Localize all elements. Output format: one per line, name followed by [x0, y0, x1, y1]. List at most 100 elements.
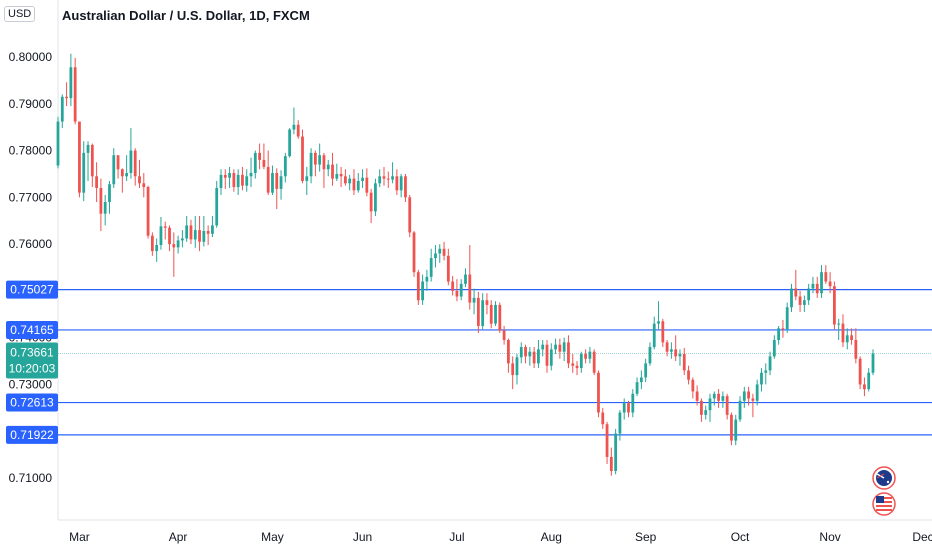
- candle[interactable]: [369, 188, 373, 224]
- candle[interactable]: [670, 342, 673, 359]
- candle[interactable]: [511, 356, 515, 390]
- candle[interactable]: [429, 248, 433, 282]
- candle[interactable]: [451, 275, 455, 296]
- candle[interactable]: [309, 148, 313, 184]
- candle[interactable]: [708, 393, 712, 422]
- candle[interactable]: [138, 159, 141, 188]
- candle[interactable]: [824, 265, 828, 284]
- candle[interactable]: [678, 349, 682, 366]
- candle[interactable]: [331, 152, 334, 186]
- candle[interactable]: [181, 230, 184, 248]
- candle[interactable]: [837, 318, 841, 341]
- candle[interactable]: [232, 169, 236, 192]
- candle[interactable]: [541, 340, 545, 357]
- candle[interactable]: [116, 155, 120, 179]
- candle[interactable]: [833, 281, 836, 330]
- candle[interactable]: [365, 168, 369, 197]
- candle[interactable]: [845, 328, 849, 350]
- candle[interactable]: [219, 169, 223, 195]
- candle[interactable]: [721, 391, 725, 408]
- candle[interactable]: [597, 370, 600, 418]
- candle[interactable]: [695, 385, 699, 406]
- candle[interactable]: [86, 141, 90, 181]
- candle[interactable]: [828, 272, 832, 294]
- candle[interactable]: [339, 166, 343, 188]
- candle[interactable]: [301, 129, 304, 184]
- candle[interactable]: [60, 94, 64, 129]
- candle[interactable]: [211, 216, 214, 238]
- candle[interactable]: [163, 221, 167, 240]
- candle[interactable]: [532, 347, 536, 369]
- candle[interactable]: [554, 338, 557, 355]
- candle[interactable]: [249, 157, 253, 188]
- candle[interactable]: [579, 351, 583, 373]
- candle[interactable]: [193, 216, 197, 248]
- candle[interactable]: [755, 379, 759, 406]
- candle[interactable]: [863, 377, 866, 397]
- candle[interactable]: [120, 168, 124, 193]
- candle[interactable]: [262, 143, 266, 170]
- candle[interactable]: [125, 155, 129, 181]
- candle[interactable]: [704, 405, 708, 420]
- candle[interactable]: [386, 171, 390, 188]
- candle[interactable]: [558, 338, 562, 359]
- candle[interactable]: [378, 169, 382, 188]
- candle[interactable]: [356, 173, 360, 193]
- candle[interactable]: [549, 343, 553, 371]
- candle[interactable]: [764, 363, 768, 385]
- candle[interactable]: [382, 166, 386, 186]
- candle[interactable]: [751, 393, 755, 418]
- level-price-badge[interactable]: 0.75027: [6, 280, 58, 299]
- candle[interactable]: [416, 269, 420, 305]
- candle[interactable]: [794, 269, 798, 301]
- candle[interactable]: [283, 152, 287, 183]
- candle[interactable]: [571, 354, 575, 373]
- candle[interactable]: [253, 150, 257, 179]
- candle[interactable]: [691, 377, 695, 399]
- candle[interactable]: [867, 368, 871, 392]
- level-price-badge[interactable]: 0.71922: [6, 425, 58, 444]
- candle[interactable]: [498, 302, 502, 333]
- candle[interactable]: [108, 180, 111, 214]
- candle[interactable]: [313, 150, 317, 177]
- candle[interactable]: [657, 301, 660, 330]
- candle[interactable]: [485, 293, 489, 315]
- candle[interactable]: [275, 168, 279, 210]
- candle[interactable]: [228, 166, 231, 188]
- candle[interactable]: [90, 143, 94, 188]
- candle[interactable]: [502, 325, 506, 345]
- candle[interactable]: [69, 53, 73, 107]
- candle[interactable]: [635, 377, 639, 397]
- candle[interactable]: [176, 235, 180, 254]
- usa-flag-icon[interactable]: [872, 492, 896, 516]
- candle[interactable]: [592, 349, 596, 376]
- candle[interactable]: [438, 244, 442, 263]
- candle[interactable]: [601, 407, 605, 429]
- candle[interactable]: [854, 328, 858, 364]
- candle[interactable]: [790, 283, 793, 312]
- candle[interactable]: [322, 152, 326, 188]
- candle[interactable]: [841, 314, 845, 348]
- currency-label[interactable]: USD: [4, 6, 36, 22]
- candle[interactable]: [206, 225, 210, 246]
- candle[interactable]: [296, 120, 300, 139]
- candle[interactable]: [742, 386, 746, 408]
- candle[interactable]: [73, 57, 77, 125]
- candle[interactable]: [785, 302, 789, 333]
- australia-flag-icon[interactable]: [872, 466, 896, 490]
- candle[interactable]: [622, 398, 626, 420]
- candle[interactable]: [537, 340, 540, 369]
- candle[interactable]: [528, 347, 532, 366]
- candle[interactable]: [146, 185, 150, 239]
- candle[interactable]: [241, 166, 244, 191]
- candle[interactable]: [442, 241, 446, 261]
- candle[interactable]: [661, 318, 665, 348]
- candle[interactable]: [700, 398, 703, 422]
- candle[interactable]: [404, 173, 407, 203]
- candle[interactable]: [614, 428, 618, 475]
- candle[interactable]: [858, 356, 862, 390]
- candle[interactable]: [223, 169, 227, 189]
- candle[interactable]: [266, 150, 270, 195]
- candle[interactable]: [507, 338, 510, 373]
